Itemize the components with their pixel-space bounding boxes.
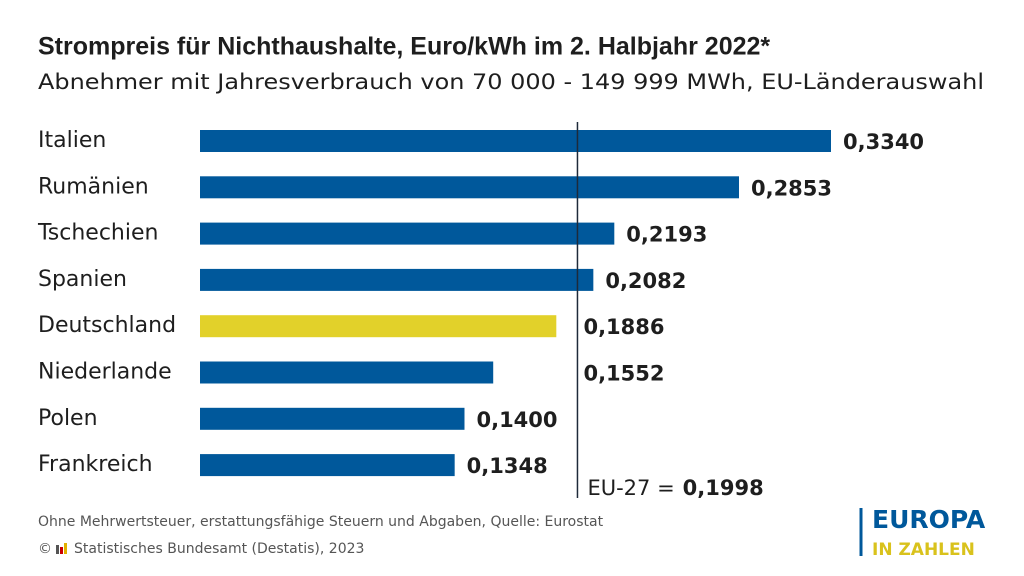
bar xyxy=(200,315,557,338)
category-label: Niederlande xyxy=(38,360,172,385)
category-label: Polen xyxy=(38,406,98,431)
chart-title: Strompreis für Nichthaushalte, Euro/kWh … xyxy=(38,33,770,61)
category-label: Tschechien xyxy=(37,221,158,246)
copyright: Statistisches Bundesamt (Destatis), 2023 xyxy=(74,541,364,557)
category-label: Spanien xyxy=(38,267,127,292)
category-label: Rumänien xyxy=(38,174,149,199)
plot: Italien 0,3340 Rumänien 0,2853 Tschechien 0,2… xyxy=(37,122,924,500)
reference-label: EU-27 = xyxy=(587,476,674,500)
value-label: 0,2193 xyxy=(626,223,707,247)
value-label: 0,1400 xyxy=(476,408,557,432)
category-label: Frankreich xyxy=(38,452,153,477)
bar xyxy=(200,130,831,152)
bar xyxy=(200,454,455,477)
bar xyxy=(200,268,594,291)
value-label: 0,1348 xyxy=(467,454,548,478)
destatis-icon xyxy=(56,543,67,554)
value-label: 0,1886 xyxy=(583,315,664,339)
bar xyxy=(200,407,465,430)
bar xyxy=(200,222,615,245)
category-label: Italien xyxy=(38,128,106,153)
value-label: 0,2853 xyxy=(751,176,832,200)
footnote: Ohne Mehrwertsteuer, erstattungsfähige S… xyxy=(38,514,604,530)
chart-subtitle: Abnehmer mit Jahresverbrauch von 70 000 … xyxy=(38,70,984,94)
value-label: 0,1552 xyxy=(583,362,664,386)
bar xyxy=(200,176,739,199)
bar xyxy=(200,361,494,384)
value-label: 0,2082 xyxy=(605,269,686,293)
logo-title: EUROPA xyxy=(872,505,986,534)
reference-value: 0,1998 xyxy=(683,476,764,500)
copyright-symbol: © xyxy=(38,541,52,557)
logo-subtitle: IN ZAHLEN xyxy=(872,540,975,560)
value-label: 0,3340 xyxy=(843,130,924,154)
category-label: Deutschland xyxy=(38,313,176,338)
